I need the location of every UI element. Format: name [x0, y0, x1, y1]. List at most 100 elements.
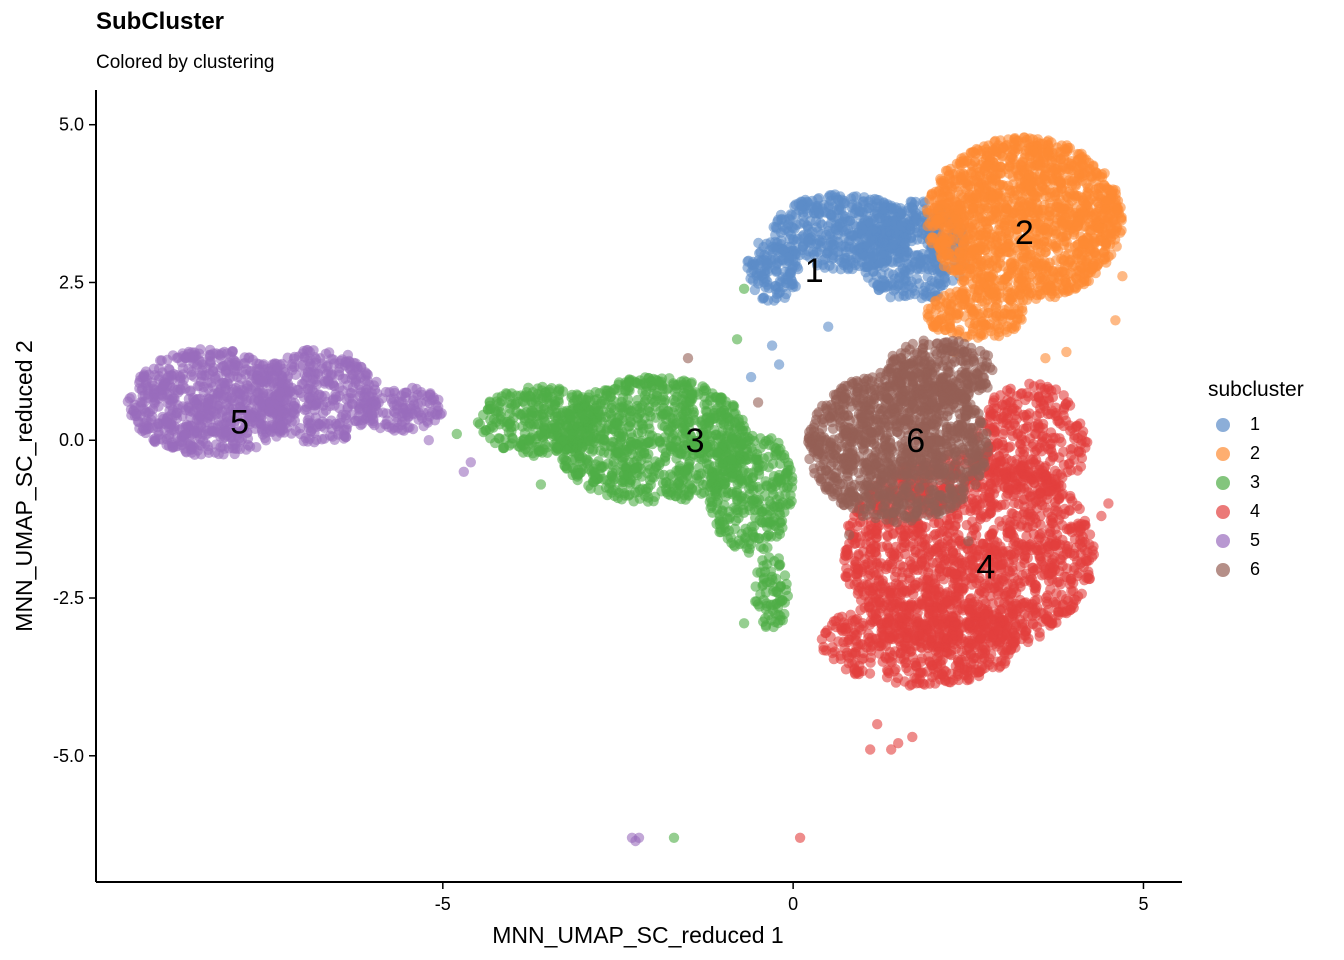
- data-point: [257, 376, 268, 387]
- data-point: [772, 258, 783, 269]
- data-point: [980, 174, 992, 185]
- data-point: [559, 460, 570, 471]
- data-point: [238, 385, 249, 397]
- data-point: [536, 426, 547, 437]
- data-point: [227, 362, 239, 373]
- data-point: [753, 494, 765, 505]
- data-point: [774, 286, 786, 298]
- data-point: [327, 369, 338, 380]
- data-point: [331, 421, 343, 432]
- data-point: [240, 397, 252, 408]
- data-point: [610, 383, 621, 394]
- data-point: [388, 406, 400, 417]
- data-point: [824, 260, 835, 271]
- data-point: [754, 248, 765, 259]
- data-point: [135, 400, 147, 411]
- data-point: [165, 370, 177, 381]
- data-point: [1031, 289, 1043, 301]
- data-point: [1074, 266, 1085, 277]
- data-point: [593, 484, 604, 496]
- data-point: [175, 436, 187, 447]
- data-point: [191, 394, 202, 405]
- data-point: [172, 407, 183, 418]
- data-point: [730, 433, 741, 444]
- data-point: [549, 400, 561, 411]
- data-point: [749, 284, 761, 296]
- data-point: [603, 482, 615, 494]
- data-point: [427, 407, 438, 418]
- data-point: [305, 426, 316, 437]
- data-point: [921, 291, 932, 302]
- data-point: [993, 224, 1004, 236]
- data-point: [142, 392, 154, 403]
- data-point: [737, 467, 749, 478]
- data-point: [257, 393, 268, 404]
- data-point: [655, 406, 666, 417]
- data-point: [839, 195, 850, 207]
- data-point: [779, 570, 791, 581]
- data-point: [148, 434, 159, 445]
- data-point: [723, 525, 735, 536]
- data-point: [540, 416, 551, 428]
- data-point: [225, 418, 236, 430]
- data-point: [586, 466, 597, 477]
- data-point: [1078, 235, 1089, 246]
- data-point: [682, 438, 693, 450]
- data-point: [775, 443, 786, 455]
- data-point: [729, 502, 740, 513]
- data-point: [203, 403, 214, 415]
- data-point: [751, 462, 762, 473]
- data-point: [736, 457, 747, 468]
- data-point: [266, 420, 278, 431]
- data-point: [817, 237, 828, 249]
- data-point: [589, 403, 601, 414]
- data-point: [885, 226, 896, 237]
- data-point: [219, 443, 230, 454]
- data-point: [506, 388, 517, 399]
- data-point: [714, 509, 725, 521]
- data-point: [855, 242, 866, 254]
- data-point: [654, 377, 665, 388]
- data-point: [759, 613, 771, 624]
- data-point: [625, 428, 637, 439]
- data-point: [656, 486, 667, 497]
- data-point: [340, 357, 351, 368]
- data-point: [775, 611, 786, 622]
- data-point: [319, 422, 330, 433]
- data-point: [712, 469, 723, 480]
- data-point: [219, 378, 230, 389]
- data-point: [682, 469, 693, 481]
- data-point: [154, 374, 165, 385]
- data-point: [1051, 255, 1062, 266]
- data-point: [878, 235, 889, 246]
- data-point: [770, 586, 782, 598]
- data-point: [498, 442, 509, 453]
- data-point: [256, 419, 267, 430]
- data-point: [387, 423, 398, 434]
- data-point: [216, 389, 227, 401]
- data-point: [770, 480, 781, 492]
- data-point: [744, 543, 755, 554]
- data-point: [660, 451, 671, 462]
- data-point: [854, 206, 865, 217]
- data-point: [294, 423, 306, 434]
- data-point: [769, 512, 780, 524]
- data-point: [371, 376, 382, 388]
- data-point: [609, 474, 620, 485]
- data-point: [188, 442, 200, 453]
- data-point: [148, 363, 160, 374]
- data-point: [671, 391, 683, 402]
- data-point: [737, 478, 748, 489]
- data-point: [268, 371, 279, 382]
- data-point: [877, 282, 889, 293]
- data-point: [347, 382, 358, 393]
- data-point: [777, 272, 788, 283]
- data-point: [1018, 276, 1029, 288]
- data-point: [169, 423, 180, 434]
- data-point: [639, 372, 651, 383]
- data-point: [924, 280, 935, 292]
- data-point: [847, 230, 858, 241]
- data-point: [500, 434, 511, 445]
- data-point: [177, 348, 188, 359]
- data-point: [577, 463, 589, 475]
